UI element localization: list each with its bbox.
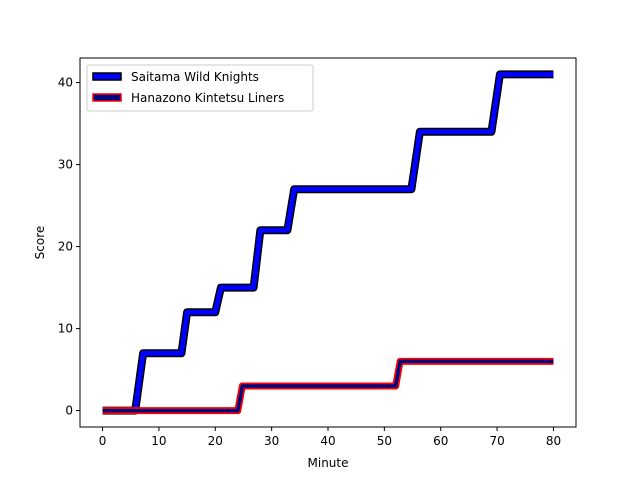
x-axis-ticks: 0 10 20 30 40 50 60 70 80 — [99, 427, 561, 448]
x-tick-label: 70 — [489, 434, 504, 448]
series-layer — [102, 70, 554, 415]
x-tick-label: 40 — [320, 434, 335, 448]
x-tick-label: 60 — [433, 434, 448, 448]
legend-swatch-saitama — [92, 72, 122, 81]
legend-label-hanazono: Hanazono Kintetsu Liners — [131, 91, 284, 105]
x-tick-label: 30 — [264, 434, 279, 448]
plot-area — [79, 57, 577, 428]
series-line-hanazono — [102, 359, 554, 413]
x-tick-label: 20 — [208, 434, 223, 448]
x-axis-label: Minute — [308, 456, 349, 470]
legend-frame — [86, 64, 314, 112]
x-tick-label: 10 — [151, 434, 166, 448]
y-tick-label: 30 — [58, 158, 73, 172]
legend-swatch-hanazono — [92, 93, 122, 102]
x-tick-label: 50 — [377, 434, 392, 448]
y-tick-label: 10 — [58, 322, 73, 336]
y-tick-label: 0 — [65, 404, 73, 418]
y-axis-label: Score — [33, 226, 47, 260]
y-axis-ticks: 0 10 20 30 40 — [58, 76, 80, 418]
series-line-saitama — [102, 71, 554, 414]
legend: Saitama Wild Knights Hanazono Kintetsu L… — [86, 64, 314, 112]
y-tick-label: 40 — [58, 76, 73, 90]
y-tick-label: 20 — [58, 240, 73, 254]
axes-background — [80, 58, 576, 427]
legend-label-saitama: Saitama Wild Knights — [131, 70, 259, 84]
x-tick-label: 0 — [99, 434, 107, 448]
x-tick-label: 80 — [546, 434, 561, 448]
